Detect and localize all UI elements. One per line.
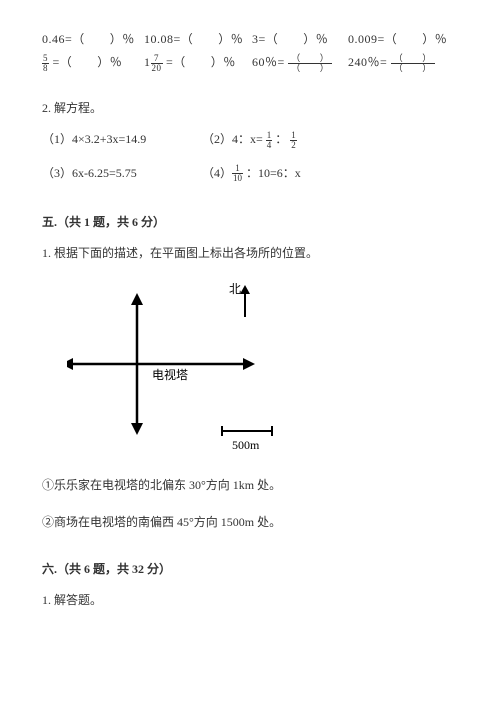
eq-3: （3）6x-6.25=5.75: [42, 164, 202, 184]
fraction-1-10: 110: [232, 164, 243, 183]
axes: [67, 293, 255, 435]
section-6-title: 六.（共 6 题，共 32 分）: [42, 560, 458, 577]
eq-2: （2）4：x= 14 ： 12: [202, 130, 297, 150]
eq-4: （4）110 ：10=6：x: [202, 164, 301, 184]
cell-1-4: 0.009=（ ）％: [348, 30, 447, 47]
eq-4-mid: ：10=6：x: [243, 166, 301, 180]
north-label: 北: [229, 282, 241, 296]
cell-2-4-pre: 240％=: [348, 55, 391, 69]
section-6-q1: 1. 解答题。: [42, 591, 458, 608]
section-5-q1: 1. 根据下面的描述，在平面图上标出各场所的位置。: [42, 244, 458, 261]
blank-fraction-1: （ ） （ ）: [288, 54, 332, 73]
section-5-title: 五.（共 1 题，共 6 分）: [42, 213, 458, 230]
fraction-5-8: 5 8: [42, 54, 49, 73]
cell-2-1-suf: =（ ）％: [49, 55, 122, 69]
cell-1-2: 10.08=（ ）％: [144, 30, 252, 47]
conversion-row-1: 0.46=（ ）％ 10.08=（ ）％ 3=（ ）％ 0.009=（ ）％: [42, 30, 458, 47]
cell-2-2-suf: =（ ）％: [163, 55, 236, 69]
scale-bar: 500m: [222, 426, 272, 452]
equation-row-1: （1）4×3.2+3x=14.9 （2）4：x= 14 ： 12: [42, 130, 458, 150]
conversion-row-2: 5 8 =（ ）％ 1 7 20 =（ ）％ 60％= （ ） （ ） 240％…: [42, 53, 458, 73]
diagram: 北 电视塔 500m: [67, 279, 307, 458]
desc-1: ①乐乐家在电视塔的北偏东 30°方向 1km 处。: [42, 476, 458, 493]
cell-2-2: 1 7 20 =（ ）％: [144, 53, 252, 73]
eq-4-pre: （4）: [202, 166, 232, 180]
eq-1: （1）4×3.2+3x=14.9: [42, 130, 202, 150]
cell-2-3: 60％= （ ） （ ）: [252, 53, 348, 73]
scale-label: 500m: [232, 438, 260, 452]
desc-2: ②商场在电视塔的南偏西 45°方向 1500m 处。: [42, 513, 458, 530]
fraction-1-2: 12: [290, 131, 297, 150]
diagram-svg: 北 电视塔 500m: [67, 279, 307, 454]
eq-2-pre: （2）4：x=: [202, 132, 266, 146]
cell-2-4: 240％= （ ） （ ）: [348, 53, 435, 73]
fraction-7-20: 7 20: [151, 54, 163, 73]
cell-1-3: 3=（ ）％: [252, 30, 348, 47]
eq-2-mid: ：: [272, 132, 290, 146]
cell-2-1: 5 8 =（ ）％: [42, 53, 144, 73]
north-arrow: 北: [229, 282, 250, 317]
cell-1-1: 0.46=（ ）％: [42, 30, 144, 47]
center-label: 电视塔: [152, 367, 188, 382]
blank-fraction-2: （ ） （ ）: [391, 54, 435, 73]
q2-label: 2. 解方程。: [42, 99, 458, 116]
cell-2-3-pre: 60％=: [252, 55, 288, 69]
equation-row-2: （3）6x-6.25=5.75 （4）110 ：10=6：x: [42, 164, 458, 184]
